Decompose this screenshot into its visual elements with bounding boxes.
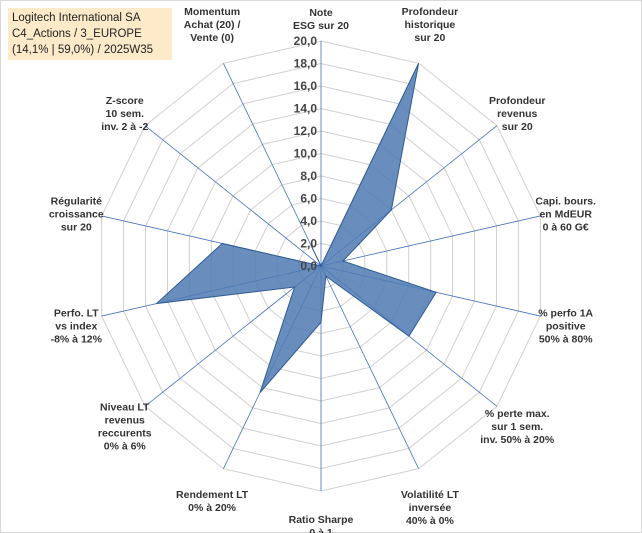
axis-label: Profondeur revenus sur 20 <box>489 95 546 133</box>
axis-label: Profondeur historique sur 20 <box>402 6 459 44</box>
tick-label: 20,0 <box>294 34 318 48</box>
axis-label: Momentum Achat (20) / Vente (0) <box>184 6 241 44</box>
chart-title-box: Logitech International SA C4_Actions / 3… <box>8 8 172 60</box>
axis-label: % perte max. sur 1 sem. inv. 50% à 20% <box>480 408 555 446</box>
axis-spoke <box>144 265 322 407</box>
tick-label: 16,0 <box>294 79 318 93</box>
title-line-stats: (14,1% | 59,0%) / 2025W35 <box>12 44 154 56</box>
axis-label: Régularité croissance sur 20 <box>49 196 104 234</box>
radar-series <box>154 63 437 394</box>
tick-label: 4,0 <box>300 214 317 228</box>
radar-tick-labels: 0,0 2,0 4,0 6,0 8,0 10,0 12,0 14,0 16,0 18,0 20,0 <box>294 34 318 273</box>
tick-label: 0,0 <box>300 259 317 273</box>
tick-label: 6,0 <box>300 192 317 206</box>
axis-label: Rendement LT 0% à 20% <box>176 489 249 514</box>
axis-spoke <box>223 63 322 267</box>
axis-label: Volatilité LT inversée 40% à 0% <box>401 489 460 527</box>
axis-label: % perfo 1A positive 50% à 80% <box>538 307 593 345</box>
title-line-company: Logitech International SA <box>12 12 141 24</box>
axis-label: Ratio Sharpe 0 à 1 <box>289 514 354 533</box>
axis-label: Note ESG sur 20 <box>293 7 349 32</box>
title-line-category: C4_Actions / 3_EUROPE <box>12 28 142 40</box>
axis-label: Niveau LT revenus reccurents 0% à 6% <box>98 401 152 452</box>
tick-label: 2,0 <box>300 237 317 251</box>
tick-label: 14,0 <box>294 102 318 116</box>
axis-label: Z-score 10 sem. inv. 2 à -2 <box>101 95 148 133</box>
radar-axis-labels: Note ESG sur 20 Profondeur historique sur 20… <box>49 6 596 533</box>
tick-label: 12,0 <box>294 124 318 138</box>
axis-spoke <box>144 125 322 267</box>
tick-label: 10,0 <box>294 147 318 161</box>
tick-label: 18,0 <box>294 57 318 71</box>
axis-spoke <box>320 265 419 469</box>
axis-label: Perfo. LT vs index -8% à 12% <box>51 307 103 345</box>
axis-spoke <box>320 215 541 267</box>
tick-label: 8,0 <box>300 169 317 183</box>
axis-label: Capi. bours. en MdEUR 0 à 60 G€ <box>535 196 596 234</box>
series-area <box>154 63 437 394</box>
